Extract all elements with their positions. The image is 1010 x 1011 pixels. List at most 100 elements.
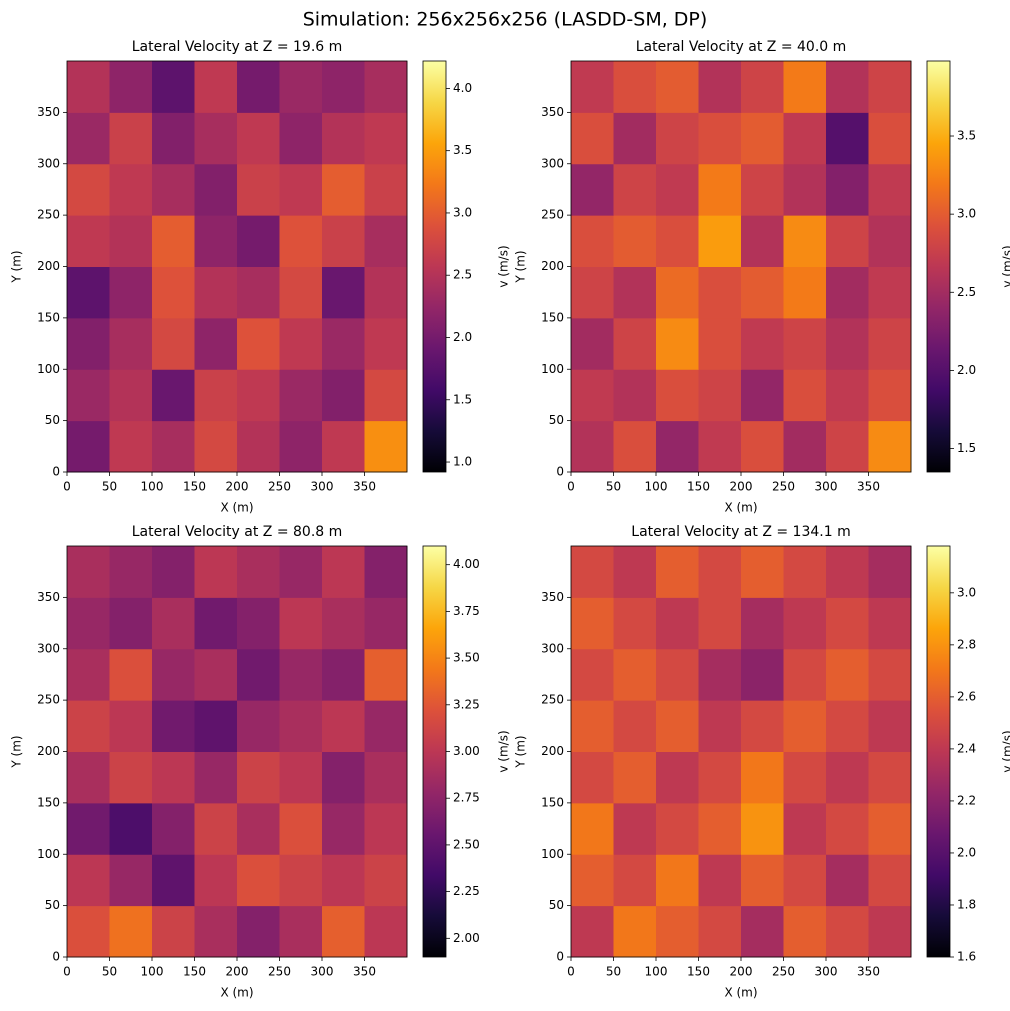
colorbar-tick-label: 3.5 bbox=[453, 143, 472, 157]
colorbar-label: v (m/s) bbox=[497, 730, 511, 772]
axes-title: Lateral Velocity at Z = 134.1 m bbox=[631, 524, 850, 540]
heatmap-cell bbox=[194, 369, 238, 422]
heatmap-cell bbox=[698, 802, 742, 855]
heatmap-cell bbox=[322, 597, 365, 650]
y-tick-label: 350 bbox=[541, 590, 564, 604]
y-axis-label: Y (m) bbox=[514, 250, 528, 283]
heatmap-cell bbox=[279, 546, 323, 598]
x-tick-label: 250 bbox=[268, 965, 291, 979]
heatmap-cell bbox=[868, 648, 912, 701]
heatmap-cell bbox=[364, 112, 408, 165]
colorbar-tick-label: 2.4 bbox=[957, 741, 976, 755]
heatmap-cell bbox=[194, 317, 238, 370]
heatmap-cell bbox=[656, 317, 699, 370]
heatmap-cell bbox=[279, 802, 323, 855]
heatmap-cell bbox=[194, 597, 238, 650]
x-axis-label: X (m) bbox=[220, 501, 253, 515]
heatmap-cell bbox=[571, 751, 614, 804]
heatmap-cell bbox=[826, 905, 869, 958]
heatmap-cell bbox=[698, 317, 742, 370]
heatmap-cell bbox=[67, 905, 110, 958]
heatmap-cell bbox=[741, 317, 784, 370]
heatmap-cell bbox=[826, 597, 869, 650]
heatmap-cell bbox=[364, 546, 408, 598]
heatmap-cell bbox=[152, 317, 195, 370]
heatmap-cell bbox=[109, 420, 153, 473]
heatmap-cell bbox=[868, 546, 912, 598]
heatmap-cell bbox=[322, 546, 365, 598]
heatmap-cell bbox=[109, 905, 153, 958]
y-axis-label: Y (m) bbox=[514, 735, 528, 768]
heatmap-cell bbox=[364, 905, 408, 958]
x-tick-label: 50 bbox=[102, 480, 117, 494]
heatmap-cell bbox=[826, 648, 869, 701]
heatmap-cell bbox=[152, 420, 195, 473]
x-tick-label: 300 bbox=[815, 965, 838, 979]
heatmap-cell bbox=[656, 369, 699, 422]
heatmap-cell bbox=[322, 905, 365, 958]
heatmap-cell bbox=[279, 905, 323, 958]
x-axis-label: X (m) bbox=[724, 986, 757, 1000]
heatmap-cell bbox=[783, 597, 827, 650]
heatmap-cell bbox=[109, 61, 153, 113]
heatmap-cell bbox=[194, 700, 238, 752]
heatmap-cell bbox=[194, 163, 238, 216]
heatmap-cell bbox=[237, 369, 280, 422]
heatmap-cell bbox=[279, 112, 323, 165]
heatmap-cell bbox=[868, 163, 912, 216]
heatmap-cell bbox=[67, 751, 110, 804]
heatmap-cell bbox=[741, 215, 784, 267]
heatmap-cell bbox=[152, 648, 195, 701]
heatmap-cell bbox=[741, 905, 784, 958]
heatmap-cell bbox=[656, 905, 699, 958]
heatmap-cell bbox=[698, 751, 742, 804]
heatmap-cell bbox=[109, 369, 153, 422]
heatmap-cell bbox=[783, 61, 827, 113]
heatmap-cell bbox=[237, 163, 280, 216]
x-axis-label: X (m) bbox=[220, 986, 253, 1000]
heatmap-cell bbox=[571, 369, 614, 422]
colorbar-tick-label: 3.00 bbox=[453, 744, 480, 758]
heatmap-cell bbox=[237, 905, 280, 958]
y-tick-label: 350 bbox=[37, 105, 60, 119]
heatmap-cell bbox=[279, 215, 323, 267]
heatmap-cell bbox=[109, 215, 153, 267]
heatmap-cell bbox=[656, 597, 699, 650]
heatmap-cell bbox=[237, 317, 280, 370]
heatmap-cell bbox=[364, 266, 408, 319]
heatmap-cell bbox=[613, 61, 657, 113]
colorbar-tick-label: 2.0 bbox=[957, 845, 976, 859]
heatmap-cell bbox=[826, 112, 869, 165]
heatmap-cell bbox=[741, 163, 784, 216]
heatmap-cell bbox=[571, 648, 614, 701]
heatmap-cell bbox=[322, 648, 365, 701]
heatmap-cell bbox=[698, 700, 742, 752]
heatmap-cell bbox=[364, 369, 408, 422]
heatmap-cell bbox=[656, 751, 699, 804]
heatmap-cell bbox=[826, 163, 869, 216]
x-tick-label: 150 bbox=[183, 965, 206, 979]
colorbar-tick-label: 4.0 bbox=[453, 81, 472, 95]
y-tick-label: 250 bbox=[37, 208, 60, 222]
heatmap-cell bbox=[364, 163, 408, 216]
heatmap-cell bbox=[698, 266, 742, 319]
heatmap-cell bbox=[152, 854, 195, 907]
heatmap-cell bbox=[783, 802, 827, 855]
heatmap-cell bbox=[741, 854, 784, 907]
heatmap-cell bbox=[783, 751, 827, 804]
colorbar bbox=[926, 60, 951, 473]
heatmap-cell bbox=[279, 751, 323, 804]
heatmap-cell bbox=[109, 648, 153, 701]
y-tick-label: 150 bbox=[541, 310, 564, 324]
x-tick-label: 200 bbox=[730, 965, 753, 979]
heatmap-cell bbox=[194, 112, 238, 165]
heatmap-cell bbox=[322, 317, 365, 370]
heatmap-cell bbox=[237, 751, 280, 804]
heatmap-cell bbox=[194, 854, 238, 907]
axes-title: Lateral Velocity at Z = 19.6 m bbox=[132, 39, 343, 55]
colorbar-tick-label: 2.6 bbox=[957, 689, 976, 703]
heatmap-cell bbox=[656, 163, 699, 216]
heatmap-cell bbox=[868, 61, 912, 113]
heatmap-cell bbox=[194, 751, 238, 804]
heatmap-cell bbox=[279, 597, 323, 650]
